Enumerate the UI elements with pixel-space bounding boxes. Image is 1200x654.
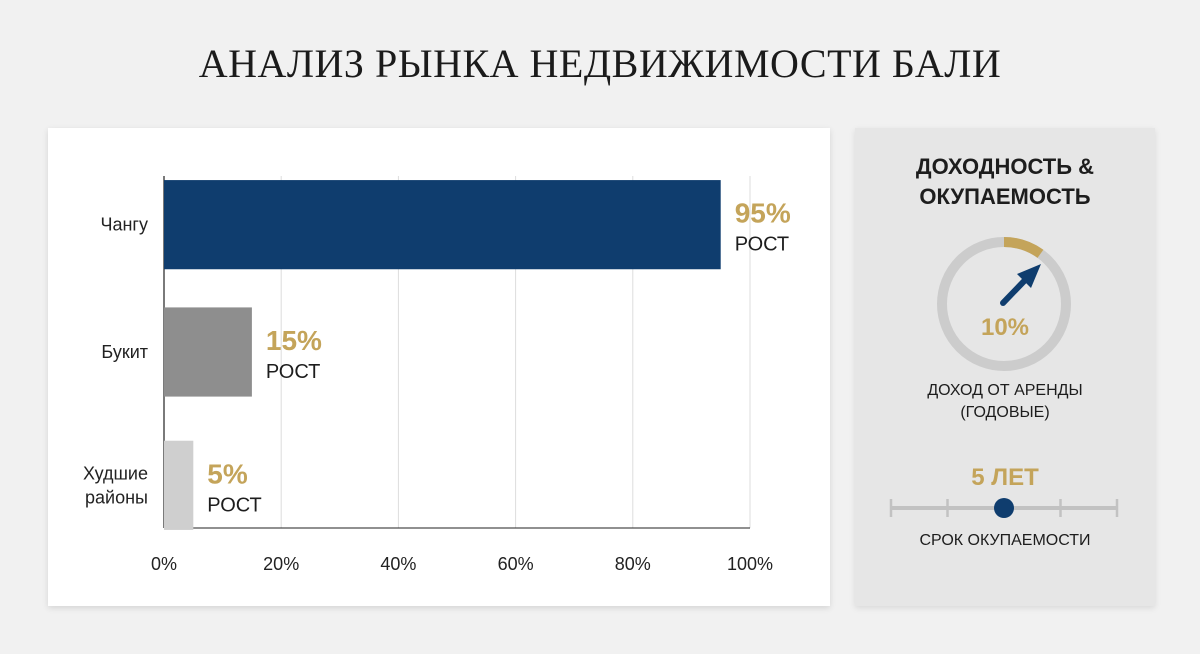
rental-yield-caption-line: (ГОДОВЫЕ)	[960, 404, 1050, 421]
x-tick-label: 0%	[151, 554, 177, 574]
arrow-head-icon	[1017, 264, 1041, 288]
category-label: Чангу	[100, 215, 148, 235]
bar	[164, 180, 721, 270]
payback-caption: СРОК ОКУПАЕМОСТИ	[919, 532, 1091, 549]
bar-chart-card: 0% 20% 40% 60% 80% 100% Чангу 95% РОСТ Букит 15% РО…	[48, 128, 830, 606]
x-tick-label: 40%	[380, 554, 416, 574]
bar-chart: 0% 20% 40% 60% 80% 100% Чангу 95% РОСТ Букит 15% РО…	[83, 176, 791, 574]
rental-yield-caption: ДОХОД ОТ АРЕНДЫ (ГОДОВЫЕ)	[855, 380, 1155, 424]
x-tick-label: 20%	[263, 554, 299, 574]
x-tick-label: 60%	[498, 554, 534, 574]
x-tick-label: 80%	[615, 554, 651, 574]
data-label: 5%	[207, 458, 248, 489]
data-label: 15%	[266, 325, 322, 356]
bar	[164, 307, 252, 397]
rental-yield-caption-line: ДОХОД ОТ АРЕНДЫ	[927, 382, 1083, 399]
bar	[164, 440, 194, 530]
side-graphics	[889, 237, 1119, 518]
payback-value: 5 ЛЕТ	[971, 464, 1039, 491]
x-tick-label: 100%	[727, 554, 773, 574]
page-title: АНАЛИЗ РЫНКА НЕДВИЖИМОСТИ БАЛИ	[198, 41, 1002, 86]
data-sublabel: РОСТ	[207, 494, 261, 516]
category-label: районы	[85, 487, 148, 507]
data-label: 95%	[735, 198, 791, 229]
data-sublabel: РОСТ	[735, 234, 789, 256]
payback-marker	[994, 498, 1014, 518]
data-sublabel: РОСТ	[266, 361, 320, 383]
category-label: Худшие	[83, 463, 148, 483]
rental-yield-value: 10%	[980, 314, 1030, 341]
side-panel-title: ДОХОДНОСТЬ & ОКУПАЕМОСТЬ	[855, 152, 1155, 212]
side-panel-title-line: ОКУПАЕМОСТЬ	[919, 184, 1091, 209]
category-label: Букит	[101, 342, 148, 362]
yield-ring-progress	[1003, 237, 1044, 259]
side-panel-title-line: ДОХОДНОСТЬ &	[915, 154, 1095, 179]
yield-payback-panel: ДОХОДНОСТЬ & ОКУПАЕМОСТЬ 10% ДОХОД ОТ АР…	[855, 128, 1155, 606]
